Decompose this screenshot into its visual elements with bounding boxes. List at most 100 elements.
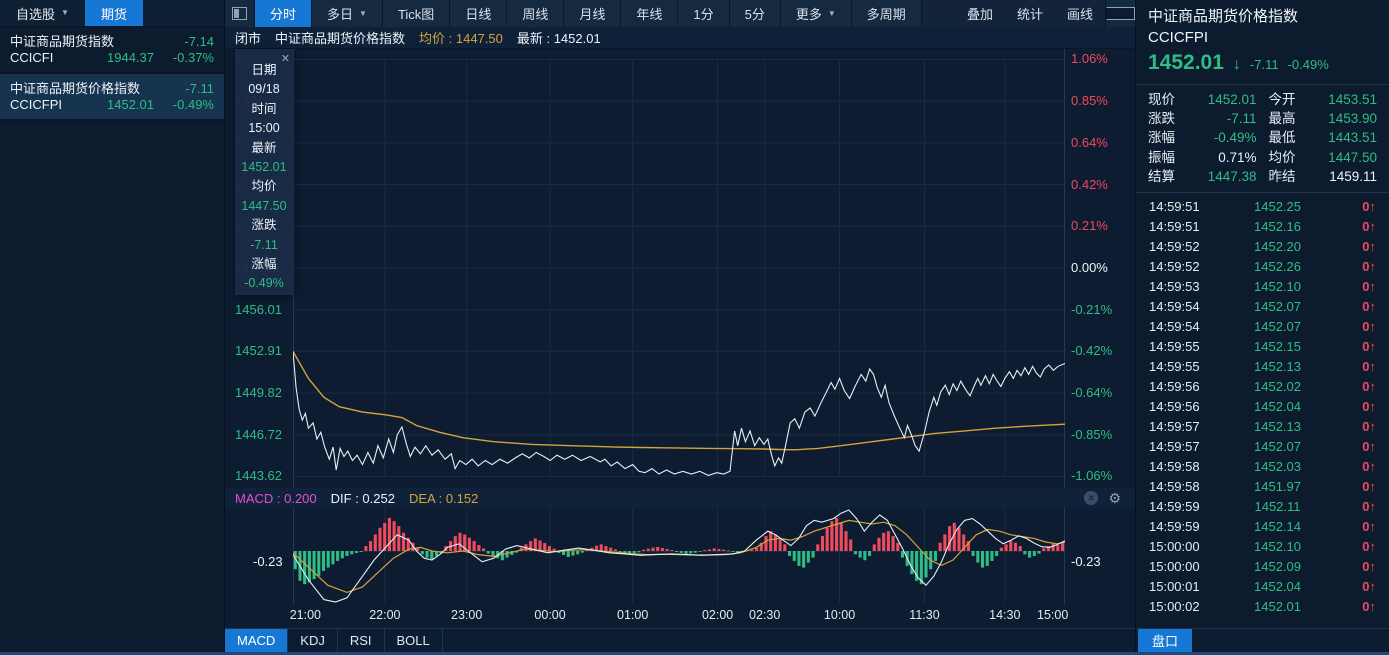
avg-price-label: 均价 : 1447.50	[419, 31, 503, 46]
watchlist-panel: 自选股 ▼ 期货 中证商品期货指数 -7.14 CCICFI 1944.37 -0.37% 中…	[0, 0, 225, 652]
toolbar-tools: 叠加 统计 画线	[955, 0, 1105, 27]
tick-time: 15:00:01	[1149, 578, 1200, 594]
tooltip-close-icon[interactable]: ✕	[280, 53, 290, 65]
last-price-label: 最新 : 1452.01	[516, 31, 601, 46]
watchlist-item-row1: 中证商品期货价格指数 -7.11	[10, 81, 214, 97]
period-button-日线[interactable]: 日线	[450, 0, 508, 27]
tick-volume: 0↑	[1362, 378, 1376, 394]
watchlist-item-row2: CCICFI 1944.37 -0.37%	[10, 50, 214, 66]
collapse-left-panel-button[interactable]	[225, 0, 255, 27]
up-arrow-icon: ↑	[1369, 198, 1377, 214]
tick-time: 14:59:52	[1149, 258, 1200, 274]
tick-row: 15:00:02 1452.01 0↑	[1136, 596, 1389, 616]
up-arrow-icon: ↑	[1369, 418, 1377, 434]
period-button-分时[interactable]: 分时	[255, 0, 313, 27]
stat-label: 昨结	[1268, 168, 1296, 184]
tick-row: 14:59:57 1452.13 0↑	[1136, 416, 1389, 436]
period-button-多周期[interactable]: 多周期	[851, 0, 922, 27]
tool-button-叠加[interactable]: 叠加	[966, 7, 993, 22]
tick-price: 1452.11	[1254, 498, 1301, 514]
indicator-tab-BOLL[interactable]: BOLL	[385, 629, 443, 652]
period-button-5分[interactable]: 5分	[729, 0, 781, 27]
tooltip-label: 均价	[251, 179, 277, 194]
tick-time: 14:59:56	[1149, 378, 1200, 394]
tick-time: 15:00:00	[1149, 558, 1200, 574]
tick-time: 14:59:51	[1149, 198, 1200, 214]
up-arrow-icon: ↑	[1369, 478, 1377, 494]
tooltip-value: 1452.01	[241, 160, 287, 175]
tool-button-画线[interactable]: 画线	[1066, 7, 1093, 22]
stat-label: 涨幅	[1148, 130, 1175, 146]
tick-volume: 0↑	[1362, 218, 1377, 234]
tick-time: 14:59:53	[1149, 278, 1200, 294]
tick-time: 14:59:59	[1149, 518, 1200, 534]
order-book-tab[interactable]: 盘口	[1138, 629, 1192, 652]
chart-status-bar: 闭市 中证商品期货价格指数 均价 : 1447.50 最新 : 1452.01	[225, 27, 1135, 49]
instrument-price: 1452.01	[107, 97, 154, 112]
period-button-1分[interactable]: 1分	[678, 0, 730, 27]
watchlist-item[interactable]: 中证商品期货价格指数 -7.11 CCICFPI 1452.01 -0.49%	[0, 74, 224, 121]
watchlist-item[interactable]: 中证商品期货指数 -7.14 CCICFI 1944.37 -0.37%	[0, 27, 224, 74]
stat-value: 0.71%	[1218, 149, 1257, 165]
tick-row: 14:59:52 1452.20 0↑	[1136, 236, 1389, 256]
gear-icon[interactable]: ⚙	[1108, 490, 1121, 506]
tick-time: 14:59:58	[1149, 478, 1200, 494]
quote-last-price: 1452.01	[1148, 51, 1224, 74]
up-arrow-icon: ↑	[1369, 578, 1377, 594]
tick-list[interactable]: 14:59:51 1452.25 0↑ 14:59:51 1452.16 0↑ 14:59:…	[1136, 193, 1389, 628]
up-arrow-icon: ↑	[1369, 218, 1377, 234]
indicator-tab-MACD[interactable]: MACD	[225, 629, 289, 652]
watchlist-tab-futures[interactable]: 期货	[84, 0, 143, 26]
watchlist-tabs: 自选股 ▼ 期货	[0, 0, 224, 27]
period-button-label: 1分	[693, 7, 714, 22]
chevron-down-icon: ▼	[61, 8, 69, 17]
collapse-right-panel-button[interactable]	[1105, 0, 1135, 27]
percent-axis-label: 0.64%	[1071, 134, 1108, 150]
stat-label: 涨跌	[1148, 111, 1175, 127]
time-label: 11:30	[909, 608, 940, 622]
indicator-tab-KDJ[interactable]: KDJ	[288, 629, 338, 652]
tick-price: 1452.25	[1254, 198, 1301, 214]
price-chart-plot[interactable]	[293, 49, 1065, 488]
period-button-更多[interactable]: 更多 ▼	[780, 0, 852, 27]
tool-button-统计[interactable]: 统计	[1016, 7, 1043, 22]
close-indicator-icon[interactable]: ✕	[1084, 491, 1099, 505]
time-label: 10:00	[823, 608, 856, 622]
tick-row: 14:59:59 1452.14 0↑	[1136, 516, 1389, 536]
tick-price: 1452.15	[1254, 338, 1301, 354]
tick-row: 14:59:55 1452.13 0↑	[1136, 356, 1389, 376]
percent-axis-label: -0.42%	[1071, 343, 1113, 359]
down-arrow-icon: ↓	[1232, 56, 1241, 73]
period-button-多日[interactable]: 多日 ▼	[312, 0, 383, 27]
indicator-tab-RSI[interactable]: RSI	[338, 629, 385, 652]
period-button-label: Tick图	[397, 7, 435, 22]
period-button-周线[interactable]: 周线	[507, 0, 565, 27]
up-arrow-icon: ↑	[1369, 598, 1377, 614]
tooltip-rows: 日期 09/18 时间 15:00 最新 1452.01 均价 1447.50 涨跌 -7.11 涨…	[241, 61, 286, 294]
macd-panel: -0.23 -0.23	[225, 508, 1135, 604]
price-axis-label: 1449.82	[235, 385, 282, 400]
watchlist-tab-favorites[interactable]: 自选股 ▼	[0, 0, 85, 26]
period-button-label: 更多	[795, 7, 822, 22]
up-arrow-icon: ↑	[1369, 398, 1377, 414]
tick-price: 1452.20	[1254, 238, 1301, 254]
time-axis: 21:00 22:00 23:00 00:00 01:00 02:00 02:30 10:00…	[225, 604, 1135, 628]
period-button-label: 月线	[579, 7, 606, 22]
quote-panel-footer: 盘口	[1136, 628, 1389, 652]
period-button-年线[interactable]: 年线	[621, 0, 679, 27]
stat-value: 1453.51	[1328, 92, 1377, 107]
period-button-Tick图[interactable]: Tick图	[382, 0, 451, 27]
period-button-月线[interactable]: 月线	[564, 0, 622, 27]
quote-title: 中证商品期货价格指数	[1148, 8, 1299, 25]
tick-volume: 0↑	[1362, 578, 1377, 594]
tooltip-value: -0.49%	[244, 276, 284, 291]
macd-chart-plot[interactable]	[293, 508, 1065, 604]
price-axis-label: 1443.62	[235, 468, 282, 484]
time-label: 01:00	[617, 608, 649, 622]
tick-row: 14:59:54 1452.07 0↑	[1136, 316, 1389, 336]
up-arrow-icon: ↑	[1369, 518, 1377, 534]
tick-price: 1451.97	[1254, 478, 1301, 494]
instrument-name: 中证商品期货价格指数	[275, 31, 406, 46]
tick-volume: 0↑	[1362, 198, 1377, 214]
tick-time: 15:00:02	[1149, 598, 1200, 614]
